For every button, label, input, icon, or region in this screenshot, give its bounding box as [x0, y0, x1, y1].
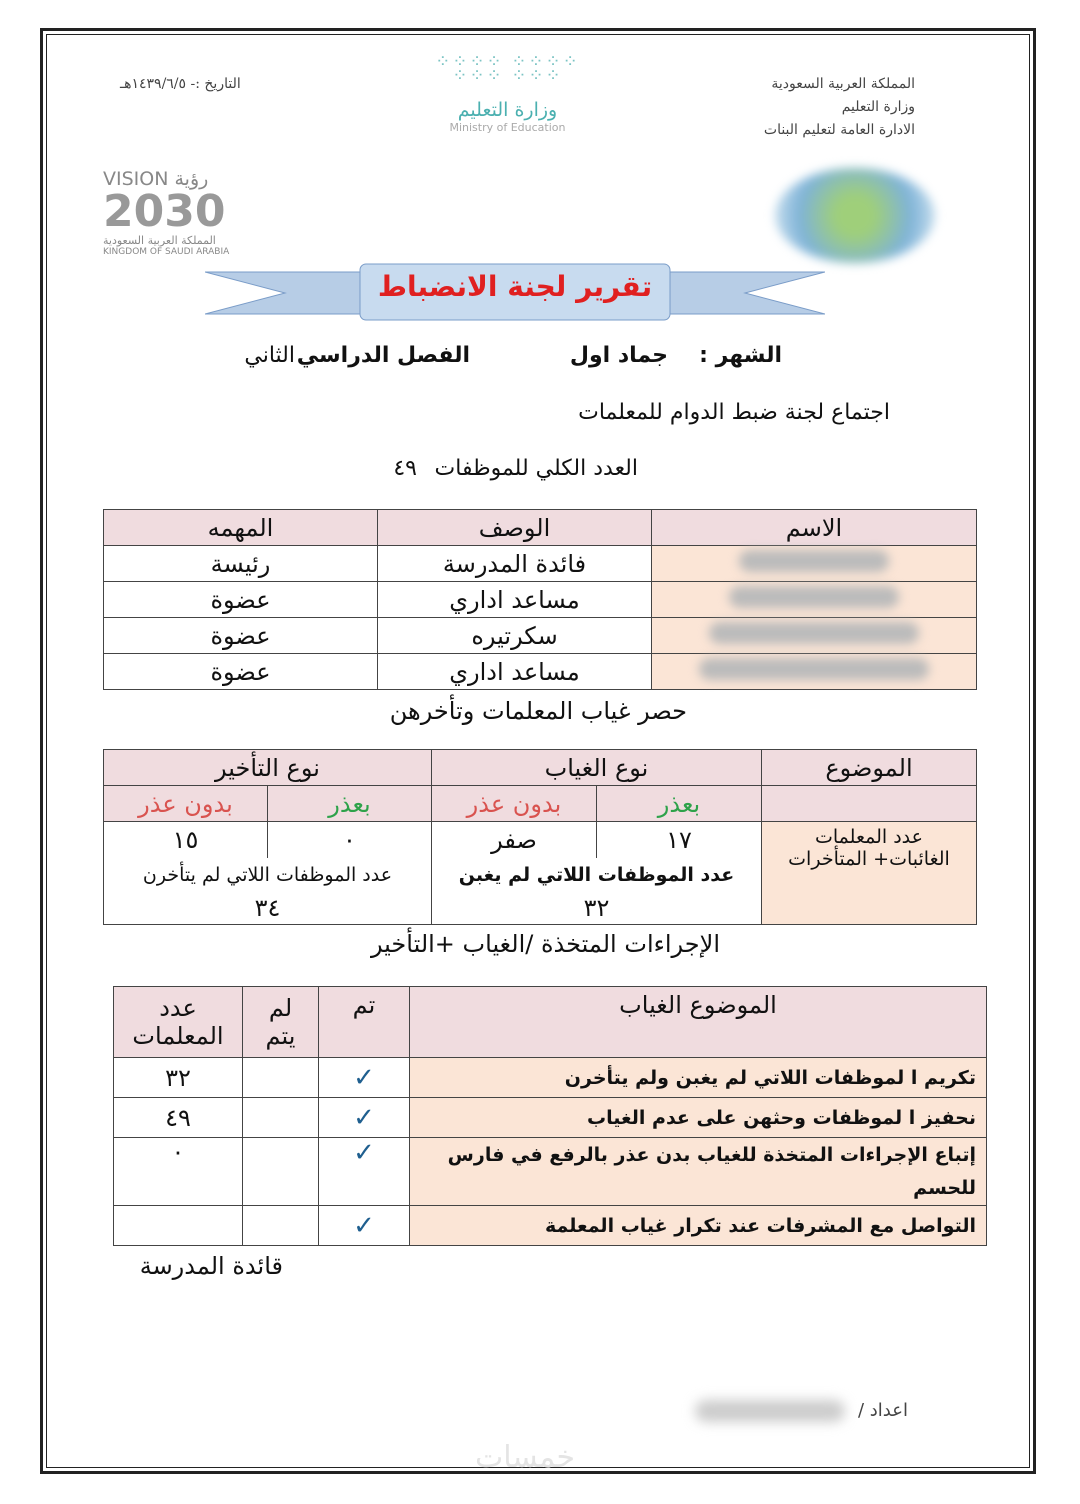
table-row: فائدة المدرسة رئيسة	[103, 545, 977, 582]
name-redacted	[699, 657, 929, 680]
topic: التواصل مع المشرفات عند تكرار غياب المعل…	[409, 1205, 987, 1246]
count-header: عدد المعلمات	[113, 986, 243, 1058]
row-label: عدد المعلمات الغائبات+ المتأخرات	[761, 821, 977, 925]
date: التاريخ :- ١٤٣٩/٦/٥هـ	[120, 76, 241, 92]
check-icon: ✓	[318, 1057, 410, 1098]
late-unexcused-header: بدون عذر	[103, 785, 268, 822]
absence-table: الموضوع نوع الغياب نوع التأخير بعذر بدون…	[103, 749, 977, 925]
month-value: جماد اول	[569, 343, 668, 368]
topic-header: الموضوع الغياب	[409, 986, 987, 1058]
school-logo-blurred	[775, 168, 935, 263]
committee-table: الاسم الوصف المهمه فائدة المدرسة رئيسة مس…	[103, 509, 977, 690]
name-redacted	[729, 585, 899, 608]
absence-unexcused-value: صفر	[431, 821, 597, 858]
check-icon: ✓	[318, 1205, 410, 1246]
role: مساعد اداري	[377, 653, 652, 690]
task: عضوة	[103, 653, 378, 690]
task: رئيسة	[103, 545, 378, 582]
absence-excused-header: بعذر	[596, 785, 762, 822]
title-banner	[205, 263, 825, 321]
task: عضوة	[103, 617, 378, 654]
directorate-line: الادارة العامة لتعليم البنات	[763, 122, 915, 138]
header-task: المهمه	[103, 509, 378, 546]
table-row: مساعد اداري عضوة	[103, 653, 977, 690]
month-label: الشهر :	[699, 343, 782, 368]
not-late-label: عدد الموظفات اللاتي لم يتأخرن	[103, 857, 432, 892]
task: عضوة	[103, 581, 378, 618]
not-absent-value: ٣٢	[431, 891, 762, 925]
table-row: إتباع الإجراءات المتخذة للغياب بدن عذر ب…	[113, 1137, 987, 1206]
done-header: تم	[318, 986, 410, 1058]
table-row: تكريم ا لموظفات اللاتي لم يغبن ولم يتأخر…	[113, 1057, 987, 1098]
header-right: المملكة العربية السعودية وزارة التعليم ا…	[764, 73, 915, 142]
check-icon: ✓	[318, 1097, 410, 1138]
absence-excused-value: ١٧	[596, 821, 762, 858]
actions-table: الموضوع الغياب تم لم يتم عدد المعلمات تك…	[113, 986, 987, 1246]
ministry-line: وزارة التعليم	[841, 99, 915, 115]
name-redacted	[739, 549, 889, 572]
late-unexcused-value: ١٥	[103, 821, 268, 858]
topic: نحفيز ا لموظفات وحثهن على عدم الغياب	[409, 1097, 987, 1138]
total-value: ٤٩	[393, 456, 417, 481]
page-border-inner	[46, 34, 1030, 1468]
subject-header: الموضوع	[761, 749, 977, 786]
vision-2030-logo: VISION رؤية 2030 المملكة العربية السعودي…	[103, 168, 230, 257]
preparer-name-redacted	[695, 1400, 845, 1422]
prepared-by-label: اعداد /	[858, 1400, 908, 1421]
not-done-header: لم يتم	[242, 986, 319, 1058]
count: ٤٩	[113, 1097, 243, 1138]
header-name: الاسم	[651, 509, 977, 546]
absence-unexcused-header: بدون عذر	[431, 785, 597, 822]
term-label: الفصل الدراسي	[296, 343, 470, 368]
table-row: نحفيز ا لموظفات وحثهن على عدم الغياب ✓ ٤٩	[113, 1097, 987, 1138]
meeting-title: اجتماع لجنة ضبط الدوام للمعلمات	[578, 400, 890, 425]
count: ٠	[113, 1137, 243, 1206]
kingdom-line: المملكة العربية السعودية	[771, 76, 915, 92]
not-late-value: ٣٤	[103, 891, 432, 925]
table-row: التواصل مع المشرفات عند تكرار غياب المعل…	[113, 1205, 987, 1246]
watermark: خمسات	[475, 1440, 576, 1475]
header-role: الوصف	[377, 509, 652, 546]
term-value: الثاني	[244, 343, 295, 368]
page-border	[40, 28, 1036, 1474]
ministry-logo: ⁘⁘⁘⁘ ⁘⁘⁘⁘ ⁘⁘⁘ ⁘⁘⁘ وزارة التعليم Ministry …	[435, 51, 580, 135]
late-excused-value: ٠	[267, 821, 432, 858]
count: ٣٢	[113, 1057, 243, 1098]
count	[113, 1205, 243, 1246]
role: مساعد اداري	[377, 581, 652, 618]
actions-section-title: الإجراءات المتخذة /الغياب +التأخير	[370, 930, 720, 958]
table-row: سكرتيره عضوة	[103, 617, 977, 654]
absence-section-title: حصر غياب المعلمات وتأخرهن	[389, 697, 687, 725]
name-redacted	[709, 621, 919, 644]
not-absent-label: عدد الموظفات اللاتي لم يغبن	[431, 857, 762, 892]
topic: تكريم ا لموظفات اللاتي لم يغبن ولم يتأخر…	[409, 1057, 987, 1098]
late-type-header: نوع التأخير	[103, 749, 432, 786]
signature-label: قائدة المدرسة	[139, 1252, 283, 1280]
absence-type-header: نوع الغياب	[431, 749, 762, 786]
table-row: مساعد اداري عضوة	[103, 581, 977, 618]
role: سكرتيره	[377, 617, 652, 654]
report-title: تقرير لجنة الانضباط	[377, 270, 653, 303]
late-excused-header: بعذر	[267, 785, 432, 822]
topic: إتباع الإجراءات المتخذة للغياب بدن عذر ب…	[409, 1137, 987, 1206]
role: فائدة المدرسة	[377, 545, 652, 582]
total-label: العدد الكلي للموظفات	[434, 456, 638, 481]
check-icon: ✓	[318, 1137, 410, 1206]
